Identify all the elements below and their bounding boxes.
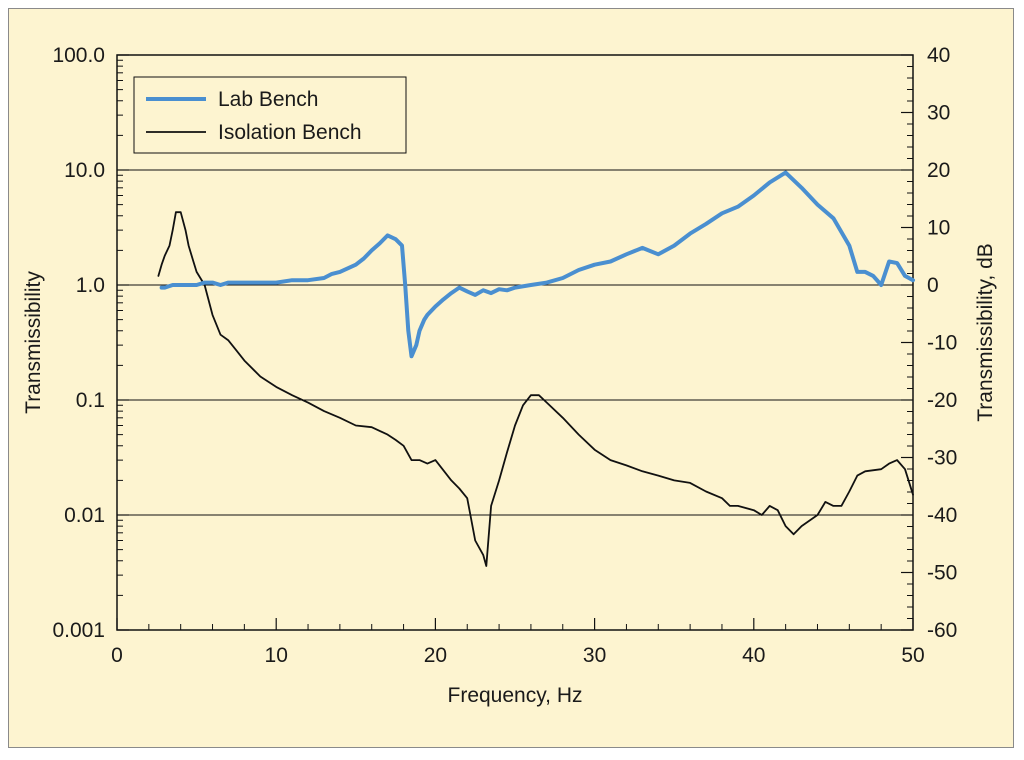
y-tick-label: 0.1	[76, 389, 105, 412]
y-axis-right: -60 -50 -40 -30 -20 -10 0 10 20 30 40	[901, 44, 957, 642]
y-tick-label: 10.0	[64, 159, 105, 182]
y-tick-label: 100.0	[52, 44, 105, 67]
x-tick-label: 20	[424, 644, 447, 667]
legend-label-isolation-bench: Isolation Bench	[218, 121, 362, 144]
y2-tick-label: 40	[927, 44, 950, 67]
x-tick-label: 30	[583, 644, 606, 667]
y-tick-label: 1.0	[76, 274, 105, 297]
y2-tick-label: -60	[927, 619, 957, 642]
legend-box	[133, 76, 407, 154]
y2-tick-label: 30	[927, 102, 950, 125]
y-axis-title: Transmissibility	[22, 271, 45, 414]
y2-tick-label: 20	[927, 159, 950, 182]
y2-tick-label: 0	[927, 274, 939, 297]
y2-tick-label: -10	[927, 332, 957, 355]
y2-tick-label: -40	[927, 504, 957, 527]
x-axis-title: Frequency, Hz	[448, 684, 583, 707]
series-lines	[157, 170, 915, 567]
y-axis-left: 0.001 0.01 0.1 1.0 10.0 100.0	[52, 44, 129, 642]
legend: Lab Bench Isolation Bench	[133, 76, 407, 154]
y2-tick-label: -30	[927, 447, 957, 470]
y-tick-label: 0.001	[52, 619, 105, 642]
y2-tick-label: -50	[927, 562, 957, 585]
y2-axis-title: Transmissibility, dB	[974, 243, 997, 422]
x-axis: 0 10 20 30 40 50	[111, 618, 925, 667]
series-line-lab-bench	[159, 170, 915, 359]
series-line-isolation-bench	[157, 211, 914, 567]
x-tick-label: 10	[265, 644, 288, 667]
y2-tick-label: -20	[927, 389, 957, 412]
legend-label-lab-bench: Lab Bench	[218, 88, 318, 111]
minor-ticks	[117, 59, 913, 630]
x-tick-label: 50	[901, 644, 924, 667]
y-tick-label: 0.01	[64, 504, 105, 527]
y2-tick-label: 10	[927, 217, 950, 240]
x-tick-label: 0	[111, 644, 123, 667]
x-tick-label: 40	[742, 644, 765, 667]
grid-lines	[117, 169, 913, 516]
